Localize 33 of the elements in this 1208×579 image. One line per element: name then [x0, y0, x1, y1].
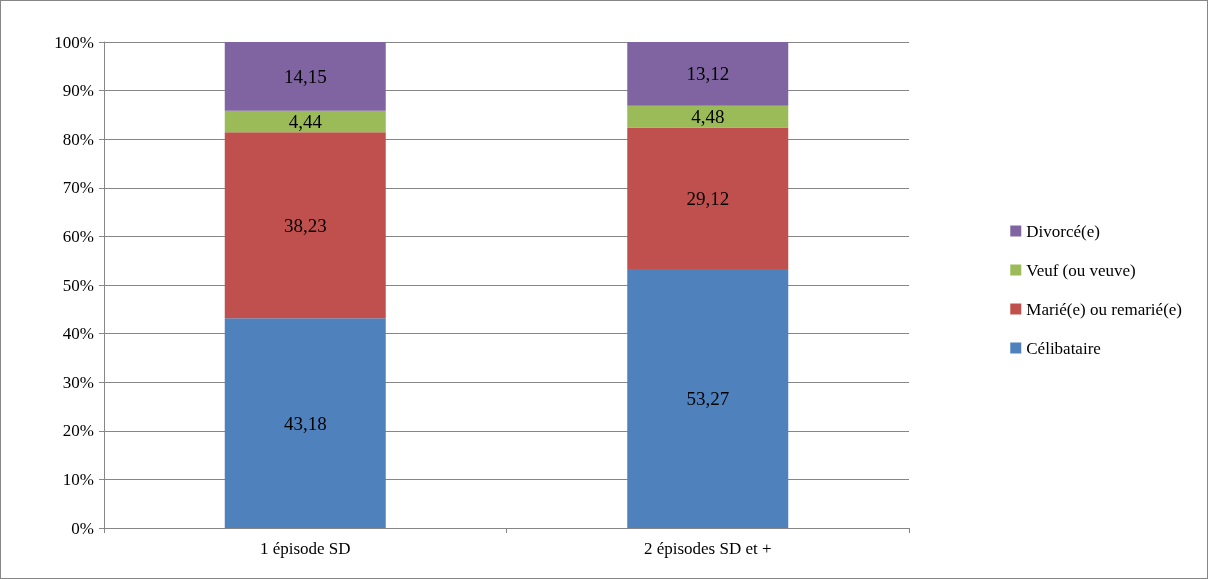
y-tick-label: 100% [54, 32, 94, 52]
y-tick-label: 0% [71, 518, 94, 538]
data-label: 38,23 [283, 214, 327, 236]
bar [224, 318, 386, 528]
legend-label: Divorcé(e) [1026, 221, 1100, 241]
bar [627, 269, 789, 528]
x-tick-label: 2 épisodes SD et + [643, 539, 772, 558]
data-label: 29,12 [686, 187, 730, 209]
data-label: 14,15 [283, 65, 327, 87]
bar [627, 42, 789, 106]
legend-label: Marié(e) ou remarié(e) [1026, 299, 1182, 319]
legend-label: Veuf (ou veuve) [1026, 260, 1136, 280]
y-tick-label: 30% [62, 372, 94, 392]
bar [224, 42, 386, 111]
bar [627, 127, 789, 270]
data-label: 43,18 [283, 412, 327, 434]
bar [224, 132, 386, 319]
y-tick-label: 50% [62, 275, 94, 295]
legend-label: Célibataire [1026, 338, 1101, 358]
data-label: 53,27 [686, 388, 730, 410]
x-tick-label: 1 épisode SD [259, 539, 351, 558]
data-label: 13,12 [686, 63, 730, 85]
y-tick-label: 60% [62, 226, 94, 246]
data-label: 4,48 [691, 106, 725, 128]
bar [224, 110, 386, 133]
y-tick-label: 20% [62, 421, 94, 441]
y-tick-label: 10% [62, 469, 94, 489]
bar [627, 105, 789, 128]
y-tick-label: 70% [62, 178, 94, 198]
y-tick-label: 40% [62, 324, 94, 344]
data-label: 4,44 [288, 111, 323, 133]
y-tick-label: 80% [62, 129, 94, 149]
y-tick-label: 90% [62, 81, 94, 101]
